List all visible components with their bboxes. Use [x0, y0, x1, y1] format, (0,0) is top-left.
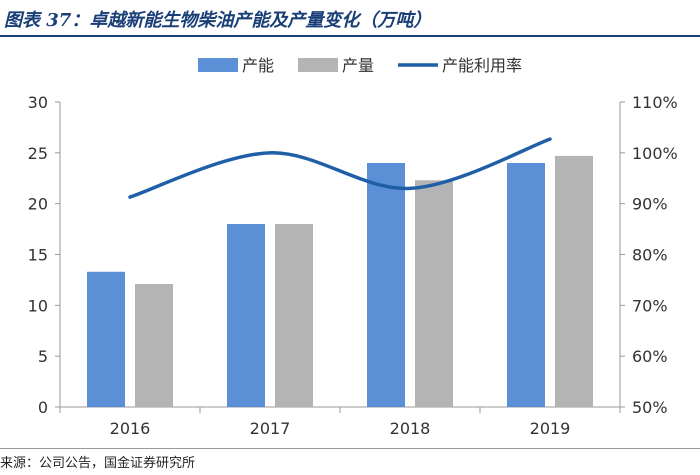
y-left-tick-label: 25	[28, 144, 48, 163]
y-right-tick-label: 60%	[632, 347, 668, 366]
x-tick-label: 2017	[250, 419, 291, 438]
y-right-tick-label: 50%	[632, 398, 668, 417]
y-left-tick-label: 15	[28, 246, 48, 265]
y-right-tick-label: 80%	[632, 246, 668, 265]
y-left-tick-label: 30	[28, 93, 48, 112]
bar-capacity	[367, 163, 405, 407]
legend-swatch	[198, 58, 238, 72]
chart-area: 0 5 10 15 20 25 30 50% 60% 70% 80% 90% 100% 110% 2016 2…	[0, 40, 700, 450]
bar-line-chart: 0 5 10 15 20 25 30 50% 60% 70% 80% 90% 100% 110% 2016 2…	[28, 56, 678, 438]
bar-capacity	[87, 271, 125, 407]
y-left-tick-label: 10	[28, 296, 48, 315]
legend-label: 产能	[242, 56, 274, 75]
bar-output	[275, 224, 313, 407]
y-right-tick-label: 100%	[632, 144, 678, 163]
y-left-tick-label: 0	[38, 398, 48, 417]
chart-title: 图表 37：卓越新能生物柴油产能及产量变化（万吨）	[4, 10, 432, 31]
x-tick-label: 2018	[390, 419, 431, 438]
bar-output	[555, 155, 593, 407]
bar-output	[135, 283, 173, 407]
y-left-tick-label: 20	[28, 195, 48, 214]
title-divider	[0, 35, 700, 37]
x-tick-label: 2019	[530, 419, 571, 438]
legend-swatch	[298, 58, 338, 72]
legend-label: 产量	[342, 56, 374, 75]
bar-capacity	[227, 224, 265, 407]
legend-label: 产能利用率	[442, 56, 522, 75]
bar-capacity	[507, 163, 545, 407]
utilization-line	[128, 137, 552, 199]
bar-output	[415, 180, 453, 407]
y-right-tick-label: 70%	[632, 296, 668, 315]
x-tick-label: 2016	[110, 419, 151, 438]
y-left-tick-label: 5	[38, 347, 48, 366]
y-right-tick-label: 90%	[632, 195, 668, 214]
source-note: 来源：公司公告，国金证券研究所	[0, 456, 196, 471]
source-divider	[0, 448, 700, 449]
y-right-tick-label: 110%	[632, 93, 678, 112]
